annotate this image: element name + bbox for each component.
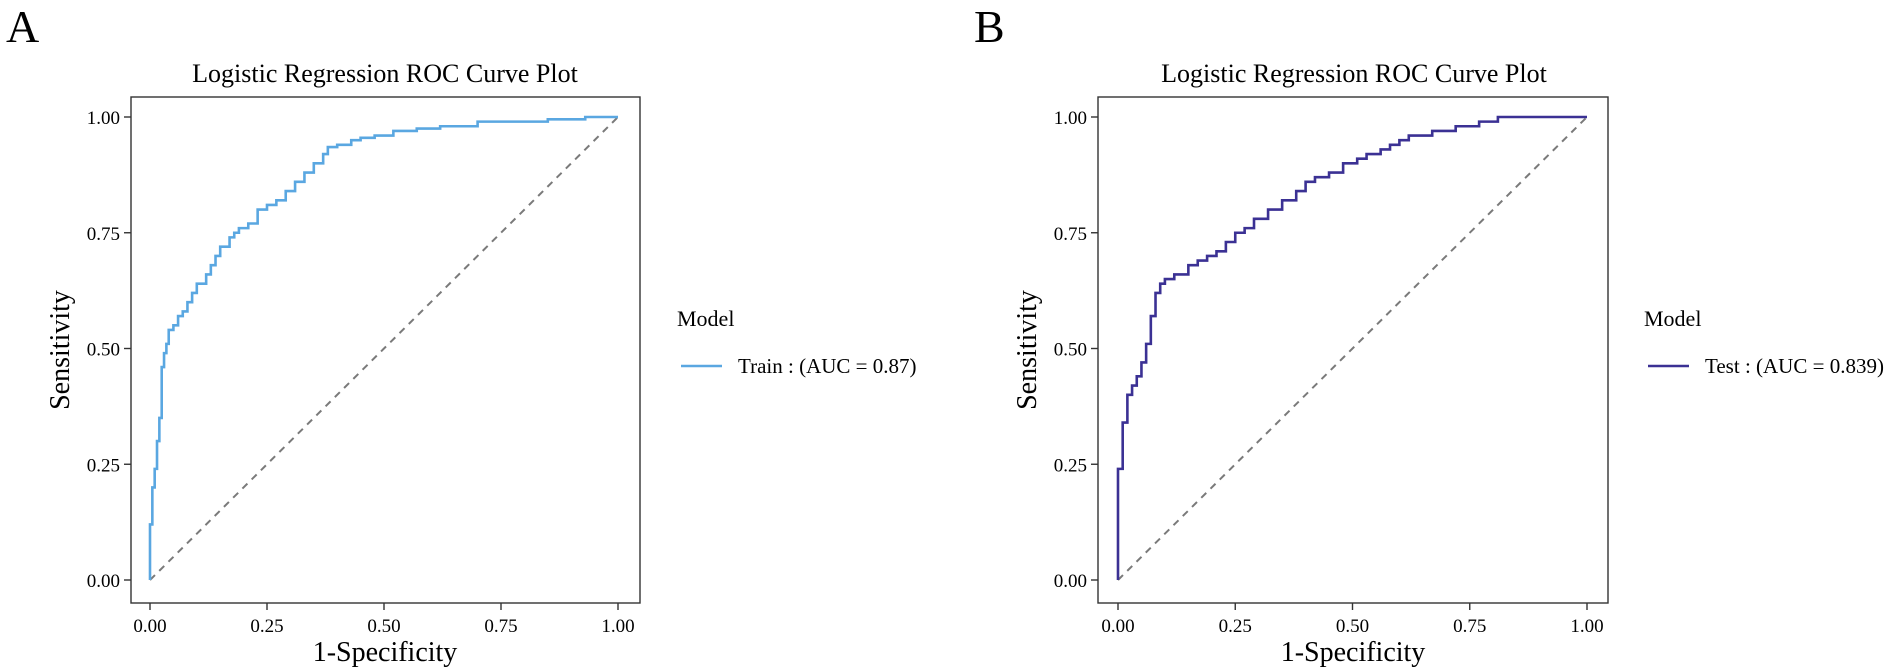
- x-tick-label: 0.75: [1453, 616, 1486, 637]
- legend-title: Model: [1644, 306, 1701, 331]
- x-tick-label: 0.50: [1336, 616, 1369, 637]
- legend-label-train: Train : (AUC = 0.87): [738, 354, 917, 378]
- y-tick-label: 0.75: [1054, 224, 1087, 245]
- x-tick-label: 0.75: [484, 616, 517, 637]
- y-tick-label: 0.00: [87, 571, 120, 592]
- y-tick-label: 0.00: [1054, 571, 1087, 592]
- y-tick-label: 0.50: [1054, 340, 1087, 361]
- plot-title: Logistic Regression ROC Curve Plot: [1161, 59, 1547, 88]
- x-tick-label: 0.25: [1219, 616, 1252, 637]
- x-tick-label: 0.25: [250, 616, 283, 637]
- panel-a: A Logistic Regression ROC Curve Plot 0.0…: [6, 1, 917, 668]
- x-tick-label: 0.00: [133, 616, 166, 637]
- reference-diagonal: [149, 116, 619, 581]
- panel-label: A: [6, 1, 39, 52]
- y-tick-label: 0.25: [87, 455, 120, 476]
- plot-panel-border: [130, 96, 641, 604]
- y-axis-title: Sensitivity: [45, 290, 76, 410]
- y-tick-label: 0.50: [87, 340, 120, 361]
- x-tick-label: 1.00: [1570, 616, 1603, 637]
- y-tick-label: 1.00: [87, 108, 120, 129]
- x-tick-label: 0.00: [1101, 616, 1134, 637]
- plot-panel-border: [1097, 96, 1609, 604]
- x-tick-label: 1.00: [601, 616, 634, 637]
- roc-curve-test: [1116, 115, 1587, 580]
- legend-label-test: Test : (AUC = 0.839): [1705, 354, 1884, 378]
- x-axis-title: 1-Specificity: [313, 637, 458, 668]
- panel-label: B: [974, 1, 1005, 52]
- legend-title: Model: [677, 306, 734, 331]
- y-tick-label: 0.25: [1054, 455, 1087, 476]
- y-axis-title: Sensitivity: [1012, 290, 1043, 410]
- x-tick-label: 0.50: [367, 616, 400, 637]
- panel-b: B Logistic Regression ROC Curve Plot 0.0…: [974, 1, 1884, 668]
- y-tick-label: 1.00: [1054, 108, 1087, 129]
- x-axis-title: 1-Specificity: [1281, 637, 1426, 668]
- reference-diagonal: [1117, 116, 1588, 581]
- y-tick-label: 0.75: [87, 224, 120, 245]
- plot-title: Logistic Regression ROC Curve Plot: [192, 59, 578, 88]
- roc-curve-train: [148, 115, 618, 580]
